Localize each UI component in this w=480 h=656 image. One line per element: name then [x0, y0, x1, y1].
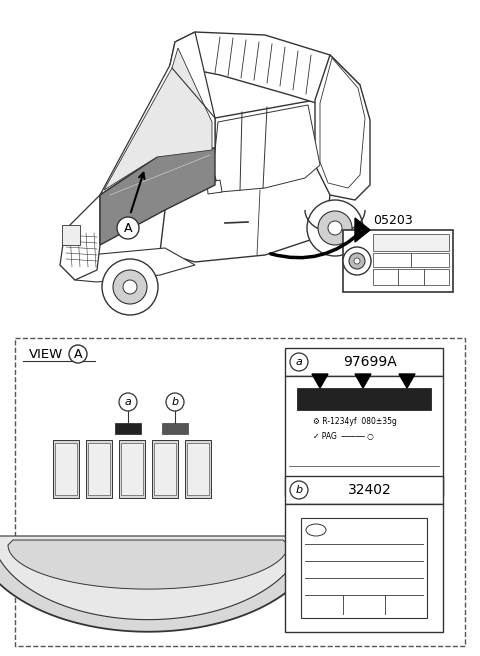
Bar [86, 440, 112, 498]
Bar [343, 230, 453, 292]
Text: 32402: 32402 [348, 483, 392, 497]
Polygon shape [160, 100, 330, 262]
Polygon shape [60, 248, 195, 282]
Text: a: a [125, 397, 132, 407]
Polygon shape [170, 32, 360, 115]
Polygon shape [104, 48, 212, 190]
Polygon shape [213, 105, 320, 192]
Polygon shape [60, 195, 100, 280]
Circle shape [354, 258, 360, 264]
Circle shape [307, 200, 363, 256]
Bar [185, 440, 211, 498]
Ellipse shape [306, 524, 326, 536]
Bar [285, 476, 443, 504]
Bar [152, 440, 178, 498]
Circle shape [113, 270, 147, 304]
Text: b: b [295, 485, 302, 495]
Bar [119, 440, 145, 498]
Circle shape [102, 259, 158, 315]
Circle shape [290, 481, 308, 499]
Polygon shape [355, 374, 371, 388]
Circle shape [328, 221, 342, 235]
Bar [15, 338, 465, 646]
Polygon shape [8, 540, 288, 589]
Bar [285, 376, 443, 496]
Polygon shape [355, 218, 370, 242]
Text: ✓ PAG  ───── ○: ✓ PAG ───── ○ [313, 432, 374, 440]
Circle shape [343, 247, 371, 275]
Bar [62, 225, 80, 245]
Polygon shape [0, 530, 315, 620]
Circle shape [119, 393, 137, 411]
Bar [373, 234, 449, 251]
Polygon shape [100, 32, 215, 195]
Bar [373, 253, 411, 267]
Circle shape [69, 345, 87, 363]
Circle shape [290, 353, 308, 371]
Text: ⚙ R-1234yf  080±35g: ⚙ R-1234yf 080±35g [313, 417, 397, 426]
Bar [411, 253, 449, 267]
Polygon shape [100, 148, 215, 245]
Text: b: b [171, 397, 179, 407]
Text: VIEW: VIEW [29, 348, 63, 361]
Bar [115, 423, 141, 434]
Polygon shape [399, 374, 415, 388]
Bar [285, 504, 443, 632]
Text: A: A [124, 222, 132, 234]
Bar [398, 269, 424, 285]
Circle shape [318, 211, 352, 245]
Circle shape [349, 253, 365, 269]
Bar [424, 269, 449, 285]
Bar [301, 518, 427, 618]
Polygon shape [315, 55, 370, 200]
Circle shape [166, 393, 184, 411]
Bar [285, 348, 443, 376]
Text: a: a [296, 357, 302, 367]
Bar [187, 443, 209, 495]
Circle shape [123, 280, 137, 294]
Bar [154, 443, 176, 495]
Bar [88, 443, 110, 495]
Polygon shape [0, 530, 335, 632]
Bar [373, 269, 398, 285]
Bar [55, 443, 77, 495]
Polygon shape [312, 374, 328, 388]
Bar [53, 440, 79, 498]
Text: A: A [74, 348, 82, 361]
Polygon shape [320, 58, 365, 188]
Text: 05203: 05203 [373, 213, 413, 226]
Text: 97699A: 97699A [343, 355, 397, 369]
Polygon shape [207, 180, 222, 194]
Circle shape [117, 217, 139, 239]
Bar [297, 388, 431, 410]
Bar [162, 423, 188, 434]
Bar [121, 443, 143, 495]
